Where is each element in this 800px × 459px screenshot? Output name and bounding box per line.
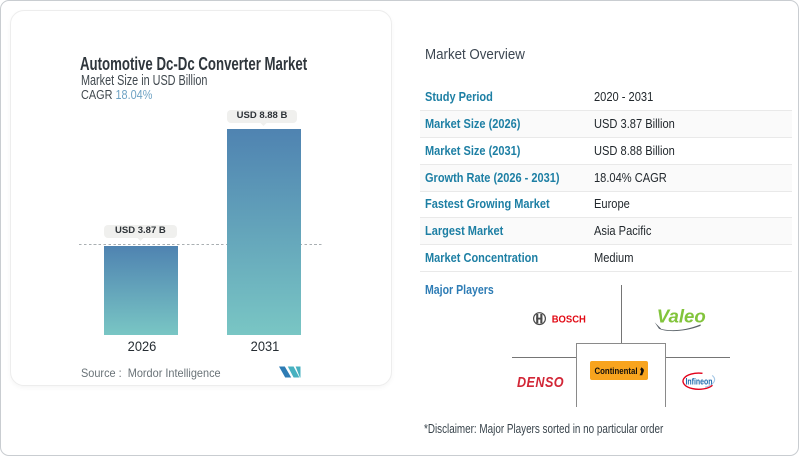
svg-text:Valeo: Valeo [657,305,706,326]
svg-text:BOSCH: BOSCH [551,314,585,326]
svg-text:Continental: Continental [595,366,638,376]
svg-text:Infineon: Infineon [686,377,713,387]
